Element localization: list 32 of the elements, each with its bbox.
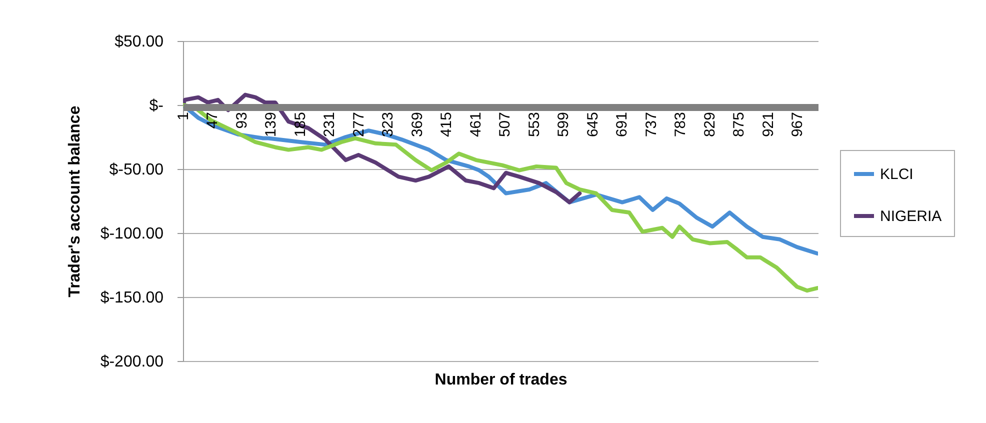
x-tick-label: 875 bbox=[730, 112, 748, 138]
x-tick-label: 691 bbox=[614, 112, 631, 138]
x-tick-label: 967 bbox=[789, 112, 806, 138]
x-tick-label: 415 bbox=[438, 112, 456, 138]
x-tick-label: 277 bbox=[350, 112, 368, 138]
x-tick-label: 507 bbox=[496, 112, 514, 138]
x-tick-label: 139 bbox=[262, 112, 280, 138]
legend-label: KLCI bbox=[880, 166, 914, 183]
x-tick-label: 185 bbox=[292, 112, 309, 138]
y-tick-label: $-100.00 bbox=[100, 226, 164, 242]
y-tick-label: $50.00 bbox=[114, 34, 164, 50]
y-axis-title: Trader's account balance bbox=[66, 106, 84, 298]
x-tick-label: 461 bbox=[467, 112, 484, 138]
x-tick-label: 783 bbox=[672, 112, 690, 138]
y-tick-label: $-200.00 bbox=[100, 354, 164, 370]
y-tick-label: $-50.00 bbox=[109, 162, 164, 178]
x-tick-label: 553 bbox=[526, 112, 543, 138]
x-tick-label: 829 bbox=[701, 112, 718, 138]
x-tick-label: 323 bbox=[380, 112, 397, 138]
x-tick-label: 369 bbox=[408, 112, 426, 138]
x-tick-label: 645 bbox=[584, 112, 602, 138]
x-tick-label: 231 bbox=[321, 112, 338, 138]
y-tick-label: $-150.00 bbox=[100, 290, 164, 306]
x-tick-label: 93 bbox=[233, 112, 250, 129]
x-axis-title: Number of trades bbox=[434, 372, 568, 388]
x-tick-label: 1 bbox=[175, 112, 192, 120]
x-tick-label: 47 bbox=[204, 112, 222, 129]
y-tick-label: $- bbox=[149, 98, 164, 114]
legend-label: NIGERIA bbox=[880, 208, 942, 225]
x-tick-label: 921 bbox=[760, 112, 777, 138]
x-tick-label: 737 bbox=[642, 112, 660, 138]
x-tick-label: 599 bbox=[555, 112, 572, 138]
